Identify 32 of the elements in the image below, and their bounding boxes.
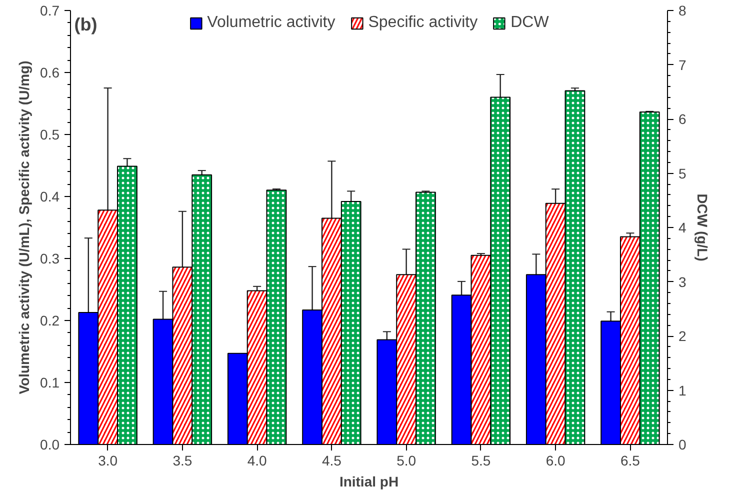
y-tick-label: 0.0 xyxy=(40,436,60,452)
y-tick-label: 0.4 xyxy=(40,188,60,204)
y-tick-label: 0.5 xyxy=(40,126,60,142)
y-axis-title: Volumetric activity (U/mL), Specific activity (U/mg) xyxy=(16,60,32,394)
y-tick-label: 0.3 xyxy=(40,250,60,266)
x-tick-label: 6.5 xyxy=(620,452,640,468)
x-tick-label: 4.0 xyxy=(247,452,268,468)
y2-tick-label: 2 xyxy=(678,328,686,344)
x-tick-label: 6.0 xyxy=(546,452,566,468)
x-tick-label: 5.0 xyxy=(396,452,416,468)
x-tick-label: 5.5 xyxy=(471,452,491,468)
y2-tick-label: 6 xyxy=(678,111,686,127)
x-axis-title: Initial pH xyxy=(339,474,399,490)
y-tick-label: 0.6 xyxy=(40,64,60,80)
y2-tick-label: 5 xyxy=(678,165,686,182)
y2-tick-label: 8 xyxy=(678,2,686,18)
legend-label: Volumetric activity xyxy=(207,14,336,32)
y-tick-label: 0.7 xyxy=(40,2,60,18)
y2-tick-label: 0 xyxy=(678,436,686,452)
legend-label: DCW xyxy=(510,14,549,32)
y2-axis-title: DCW (g/L) xyxy=(694,194,710,262)
x-tick-label: 3.0 xyxy=(98,452,118,468)
x-tick-label: 3.5 xyxy=(172,452,192,468)
y2-tick-label: 7 xyxy=(678,56,686,73)
y2-tick-label: 4 xyxy=(678,220,686,236)
y-tick-label: 0.1 xyxy=(40,374,60,390)
y2-tick-label: 3 xyxy=(678,274,686,290)
legend-label: Specific activity xyxy=(368,14,478,32)
annotation: (b) xyxy=(74,14,98,34)
y-tick-label: 0.2 xyxy=(40,312,60,328)
x-tick-label: 4.5 xyxy=(322,452,342,468)
y2-tick-label: 1 xyxy=(678,382,686,398)
